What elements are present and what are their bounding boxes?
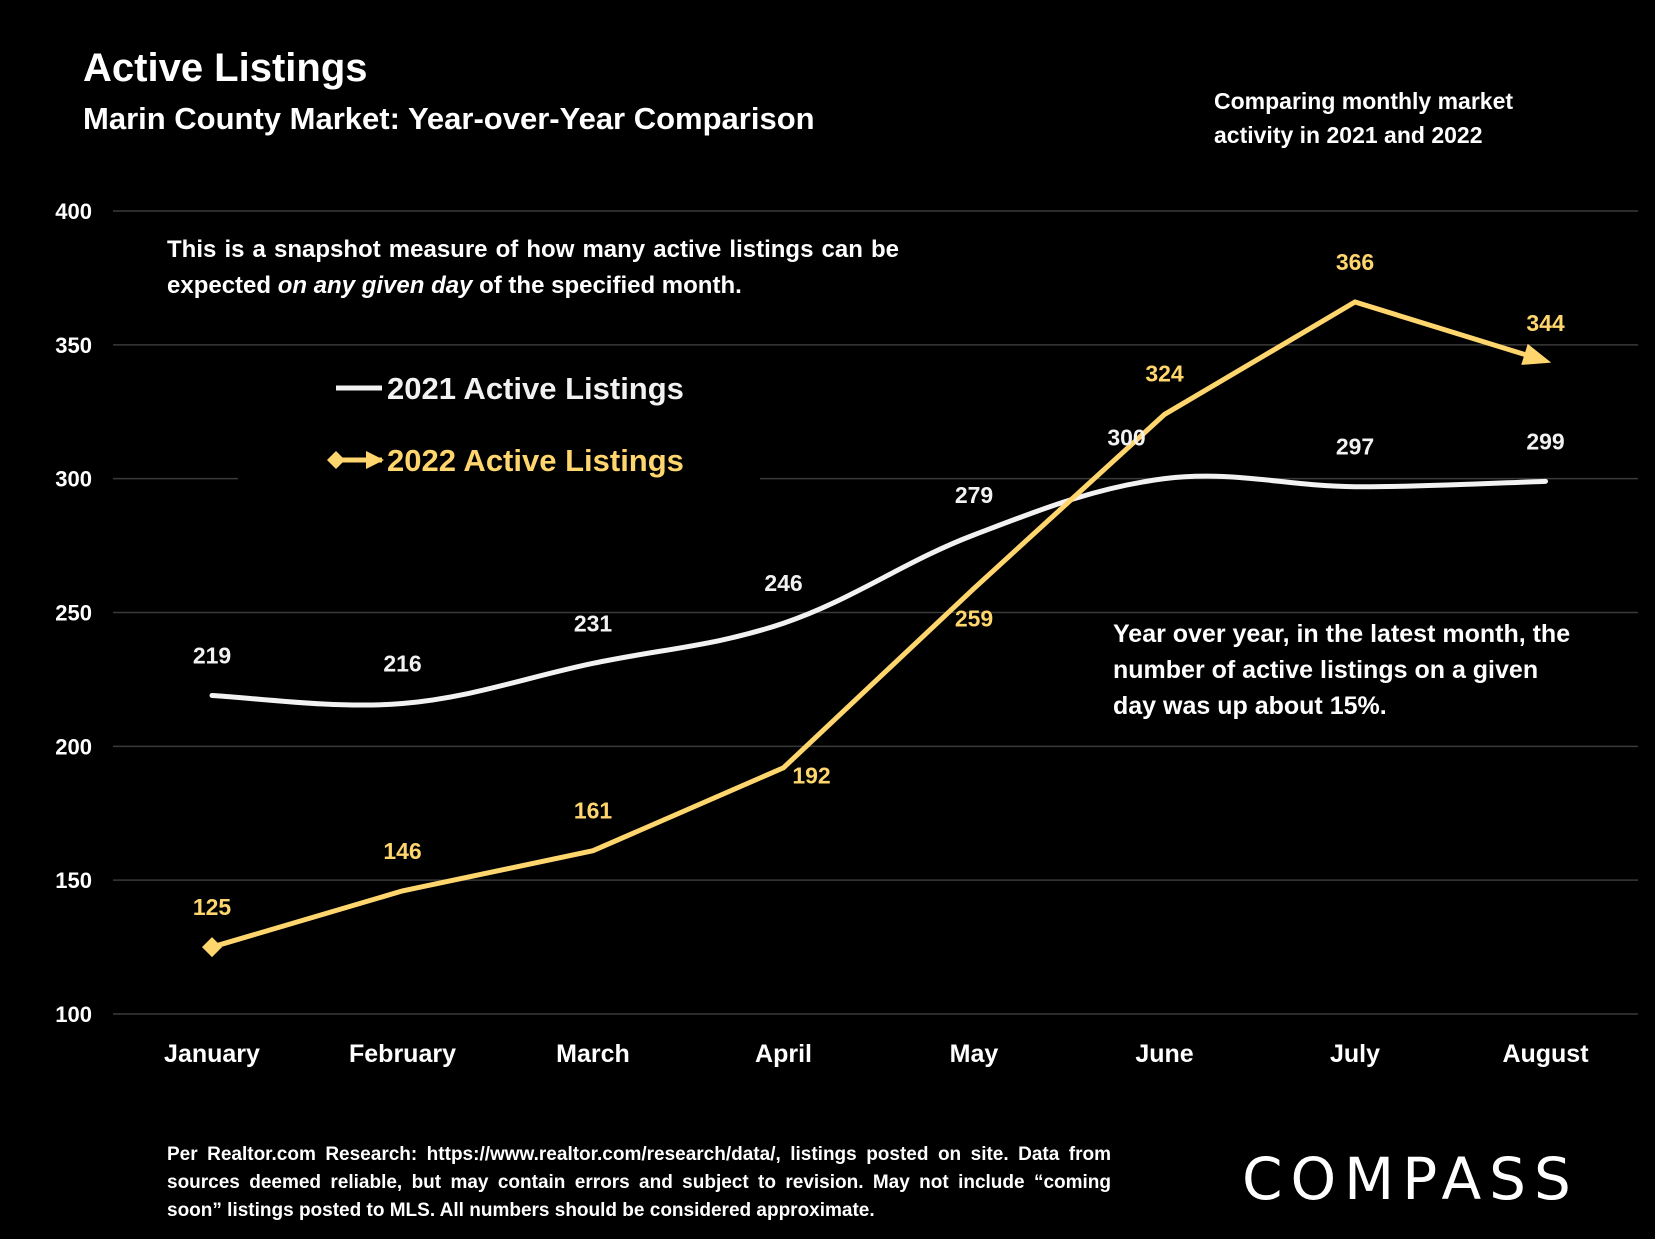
source-footer: Per Realtor.com Research: https://www.re… [167, 1144, 1111, 1221]
data-label: 366 [1336, 249, 1374, 275]
comparison-note: Comparing monthly market activity in 202… [1214, 88, 1514, 148]
snapshot-note-before: This is a snapshot measure of how many a… [167, 236, 899, 299]
data-label: 161 [574, 798, 613, 824]
data-label: 299 [1526, 428, 1564, 454]
series-start-marker [202, 937, 222, 958]
data-label: 297 [1336, 434, 1374, 460]
data-label: 192 [792, 763, 830, 789]
y-tick-label: 300 [55, 467, 92, 492]
series-end-arrow [1521, 343, 1552, 365]
legend-background [238, 350, 760, 500]
y-tick-label: 350 [55, 333, 92, 358]
chart-title: Active Listings [83, 46, 368, 90]
data-label: 324 [1145, 360, 1184, 386]
x-category-label: May [950, 1040, 999, 1068]
x-category-label: February [349, 1040, 456, 1068]
data-label: 300 [1107, 425, 1145, 451]
data-label: 146 [383, 838, 421, 864]
data-label: 231 [574, 610, 613, 636]
snapshot-note-emphasis: on any given day [277, 272, 473, 299]
x-category-label: August [1502, 1040, 1589, 1068]
legend-diamond-marker [327, 451, 345, 469]
data-label: 259 [955, 605, 993, 631]
data-label: 279 [955, 482, 993, 508]
data-label: 246 [764, 570, 802, 596]
snapshot-note: This is a snapshot measure of how many a… [167, 232, 899, 304]
legend-label: 2022 Active Listings [387, 443, 684, 478]
legend-label: 2021 Active Listings [387, 371, 684, 406]
chart-subtitle: Marin County Market: Year-over-Year Comp… [83, 101, 815, 136]
compass-logo: COMPASS [1242, 1145, 1579, 1213]
y-tick-label: 100 [55, 1002, 92, 1027]
snapshot-note-after: of the specified month. [472, 272, 742, 299]
data-label: 344 [1526, 310, 1565, 336]
data-label: 216 [383, 651, 421, 677]
series-line-2022 [211, 299, 1547, 950]
series-line-2021 [209, 473, 1548, 708]
x-category-label: July [1330, 1040, 1380, 1068]
y-tick-label: 400 [55, 199, 92, 224]
data-label: 219 [193, 642, 231, 668]
x-category-label: June [1135, 1040, 1193, 1068]
yoy-note: Year over year, in the latest month, the… [1113, 620, 1571, 720]
x-category-label: March [556, 1040, 630, 1068]
legend-arrow-marker [366, 451, 384, 469]
y-tick-label: 200 [55, 734, 92, 759]
x-category-label: January [164, 1040, 260, 1068]
x-category-label: April [755, 1040, 812, 1068]
y-tick-label: 150 [55, 868, 92, 893]
data-label: 125 [193, 894, 232, 920]
y-tick-label: 250 [55, 601, 92, 626]
